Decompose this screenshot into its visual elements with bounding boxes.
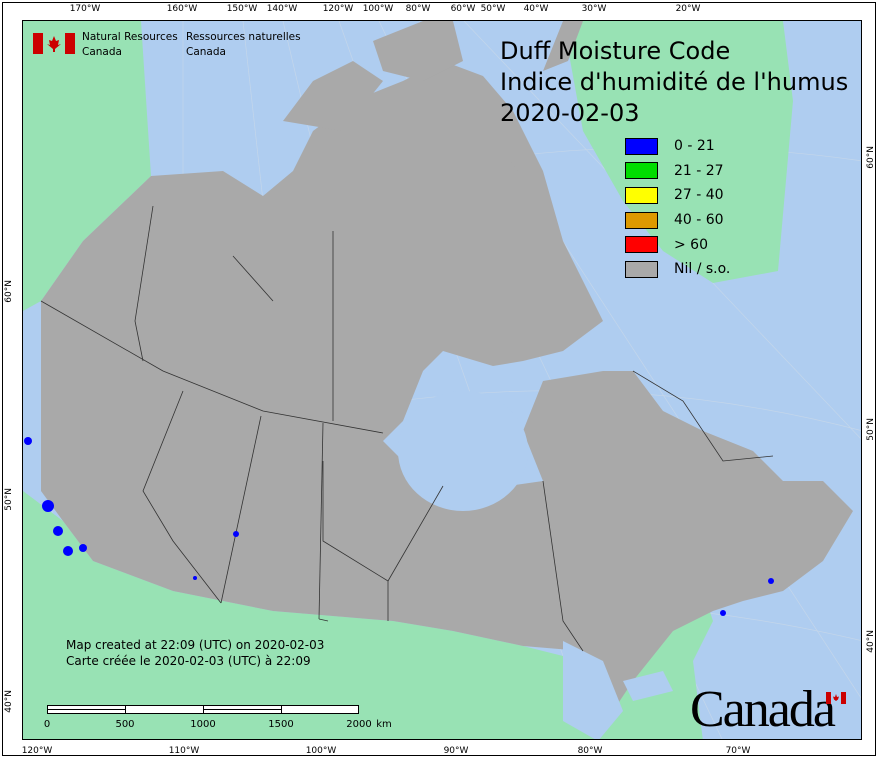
department-line: Canada <box>186 46 226 58</box>
graticule-label-left: 50°N <box>4 488 14 511</box>
legend-item: 21 - 27 <box>625 159 730 184</box>
legend-item: > 60 <box>625 232 730 257</box>
map-svg <box>23 21 861 739</box>
map-title: Duff Moisture Code Indice d'humidité de … <box>500 36 848 129</box>
graticule-label-bottom: 80°W <box>577 746 603 756</box>
title-fr: Indice d'humidité de l'humus <box>500 68 849 96</box>
legend-item: 40 - 60 <box>625 208 730 233</box>
scale-label: 1000 <box>190 719 216 730</box>
creation-note-fr: Carte créée le 2020-02-03 (UTC) à 22:09 <box>66 654 311 668</box>
graticule-label-left: 40°N <box>4 690 14 713</box>
graticule-label-bottom: 120°W <box>21 746 53 756</box>
graticule-label-top: 30°W <box>581 4 607 14</box>
department-name-en: Natural Resources Canada <box>82 30 178 60</box>
legend-item: Nil / s.o. <box>625 257 730 282</box>
graticule-label-right: 60°N <box>866 146 876 169</box>
graticule-label-top: 40°W <box>523 4 549 14</box>
graticule-label-left: 60°N <box>4 280 14 303</box>
graticule-label-bottom: 100°W <box>305 746 337 756</box>
legend-label: 0 - 21 <box>674 138 715 155</box>
graticule-label-top: 20°W <box>675 4 701 14</box>
hudson-bay <box>398 391 528 511</box>
scale-label: 1500 <box>268 719 294 730</box>
graticule-label-right: 40°N <box>866 630 876 653</box>
legend-swatch <box>625 137 658 155</box>
graticule-label-bottom: 70°W <box>725 746 751 756</box>
legend-swatch <box>625 260 658 278</box>
scale-label: 500 <box>115 719 135 730</box>
department-line: Canada <box>82 46 122 58</box>
graticule-label-top: 100°W <box>362 4 394 14</box>
legend-item: 0 - 21 <box>625 134 730 159</box>
legend-label: 40 - 60 <box>674 212 724 229</box>
legend-swatch <box>625 236 658 254</box>
scale-bar <box>47 705 359 714</box>
wordmark-flag-icon <box>826 692 846 704</box>
graticule-label-right: 50°N <box>866 418 876 441</box>
graticule-label-top: 150°W <box>226 4 258 14</box>
title-en: Duff Moisture Code <box>500 37 731 65</box>
creation-note-en: Map created at 22:09 (UTC) on 2020-02-03 <box>66 638 325 652</box>
map-canvas[interactable] <box>22 20 862 740</box>
legend-swatch <box>625 162 658 180</box>
scale-label: 2000 <box>346 719 372 730</box>
legend-label: > 60 <box>674 236 708 253</box>
legend-swatch <box>625 186 658 204</box>
graticule-label-top: 160°W <box>166 4 198 14</box>
graticule-label-top: 60°W <box>450 4 476 14</box>
legend-label: Nil / s.o. <box>674 261 731 278</box>
graticule-label-top: 50°W <box>480 4 506 14</box>
canada-flag-icon <box>33 33 75 54</box>
legend-swatch <box>625 211 658 229</box>
greenland-land <box>563 21 793 283</box>
usa-land <box>23 491 713 739</box>
department-line: Ressources naturelles <box>186 31 301 43</box>
map-date: 2020-02-03 <box>500 99 640 127</box>
legend-label: 27 - 40 <box>674 187 724 204</box>
graticule-label-bottom: 110°W <box>168 746 200 756</box>
provincial-borders <box>40 205 774 652</box>
canada-land <box>41 61 853 711</box>
alaska-land <box>23 21 151 311</box>
creation-note: Map created at 22:09 (UTC) on 2020-02-03… <box>66 637 324 669</box>
dmc-low-class-patches <box>24 437 774 616</box>
graticule-label-top: 80°W <box>405 4 431 14</box>
legend-label: 21 - 27 <box>674 162 724 179</box>
department-name-fr: Ressources naturelles Canada <box>186 30 301 60</box>
canada-wordmark: Canada <box>690 681 836 738</box>
graticule-label-top: 120°W <box>322 4 354 14</box>
scale-label: 0 <box>43 719 51 730</box>
legend-item: 27 - 40 <box>625 183 730 208</box>
arctic-islands <box>283 21 583 231</box>
scale-unit: km <box>376 719 392 730</box>
legend: 0 - 21 21 - 27 27 - 40 40 - 60 > 60 Nil / s.o… <box>625 134 730 282</box>
graticule-label-top: 170°W <box>69 4 101 14</box>
department-line: Natural Resources <box>82 31 178 43</box>
great-lakes <box>563 641 673 739</box>
graticule-label-bottom: 90°W <box>443 746 469 756</box>
graticule-label-top: 140°W <box>266 4 298 14</box>
